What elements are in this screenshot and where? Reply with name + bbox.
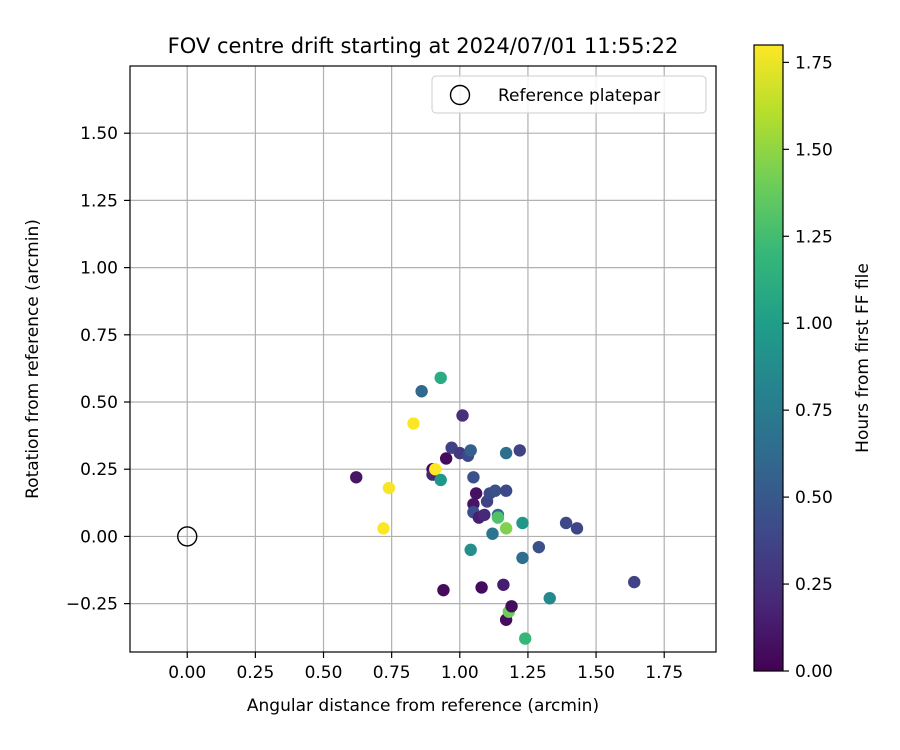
data-point [489, 484, 502, 497]
data-point [499, 446, 513, 460]
x-tick-label: 1.25 [509, 663, 547, 683]
data-point [437, 583, 450, 597]
colorbar-tick-label: 1.75 [795, 53, 833, 73]
data-point [439, 452, 453, 465]
colorbar-tick-label: 0.50 [795, 488, 833, 508]
data-point [543, 592, 556, 605]
data-point [415, 385, 428, 398]
x-tick-label: 0.75 [373, 663, 411, 683]
data-point [491, 511, 505, 524]
legend-marker-icon [449, 84, 471, 106]
data-point [505, 600, 518, 613]
data-point [499, 484, 513, 497]
colorbar-gradient [753, 44, 784, 672]
data-point [464, 444, 477, 457]
y-tick-label: 0.50 [80, 393, 118, 413]
data-point [467, 471, 480, 484]
data-point [559, 516, 573, 530]
colorbar-tick-label: 1.50 [795, 140, 833, 160]
data-point [434, 371, 447, 385]
y-tick-label: 0.75 [80, 326, 118, 346]
data-point [519, 632, 532, 645]
x-tick-label: 1.75 [645, 663, 683, 683]
y-axis-label: Rotation from reference (arcmin) [23, 219, 43, 499]
colorbar-tick-label: 1.00 [795, 314, 833, 334]
x-axis-ticks: 0.00 0.25 0.50 0.75 1.00 1.25 1.50 1.75 [168, 652, 683, 683]
y-tick-label: 0.00 [80, 527, 118, 547]
data-point [499, 522, 513, 535]
data-point [475, 581, 488, 594]
data-point [350, 471, 363, 484]
data-point [513, 444, 526, 457]
x-tick-label: 0.00 [168, 663, 206, 683]
plot-frame [129, 65, 717, 653]
legend-label: Reference platepar [498, 86, 660, 106]
y-tick-label: 1.25 [80, 191, 118, 211]
colorbar-label: Hours from first FF file [853, 263, 873, 453]
x-tick-label: 0.50 [305, 663, 343, 683]
data-point [382, 481, 396, 495]
data-point [516, 551, 529, 565]
data-point [497, 578, 510, 591]
grid-lines [130, 66, 716, 652]
data-point [469, 487, 483, 500]
data-point [464, 543, 477, 557]
colorbar-tick-label: 0.25 [795, 575, 833, 595]
data-point [570, 522, 584, 535]
y-tick-label: 1.50 [80, 124, 118, 144]
legend: Reference platepar [431, 75, 707, 114]
colorbar-ticks: 0.00 0.25 0.50 0.75 1.00 1.25 1.50 1.75 [783, 53, 833, 682]
colorbar-tick-label: 0.75 [795, 401, 833, 421]
y-axis-ticks: −0.25 0.00 0.25 0.50 0.75 1.00 1.25 1.50 [66, 124, 130, 615]
colorbar-tick-label: 1.25 [795, 227, 833, 247]
reference-platepar-marker [177, 526, 198, 547]
y-tick-label: −0.25 [66, 595, 118, 615]
colorbar: 0.00 0.25 0.50 0.75 1.00 1.25 1.50 1.75 Hours f… [753, 44, 873, 682]
data-point [486, 527, 499, 540]
data-point [407, 417, 420, 430]
data-point [429, 463, 442, 476]
data-point [516, 516, 529, 530]
data-point [628, 575, 641, 589]
data-points [350, 371, 641, 645]
x-tick-label: 1.50 [577, 663, 615, 683]
chart-title: FOV centre drift starting at 2024/07/01 … [168, 34, 679, 58]
y-tick-label: 0.25 [80, 460, 118, 480]
x-tick-label: 1.00 [441, 663, 479, 683]
data-point [478, 508, 491, 522]
y-tick-label: 1.00 [80, 259, 118, 279]
data-point [456, 409, 469, 422]
x-tick-label: 0.25 [236, 663, 274, 683]
x-axis-label: Angular distance from reference (arcmin) [247, 696, 599, 716]
colorbar-tick-label: 0.00 [795, 662, 833, 682]
data-point [434, 473, 447, 487]
data-point [377, 522, 390, 535]
legend-box [431, 75, 707, 114]
data-point [532, 540, 546, 554]
